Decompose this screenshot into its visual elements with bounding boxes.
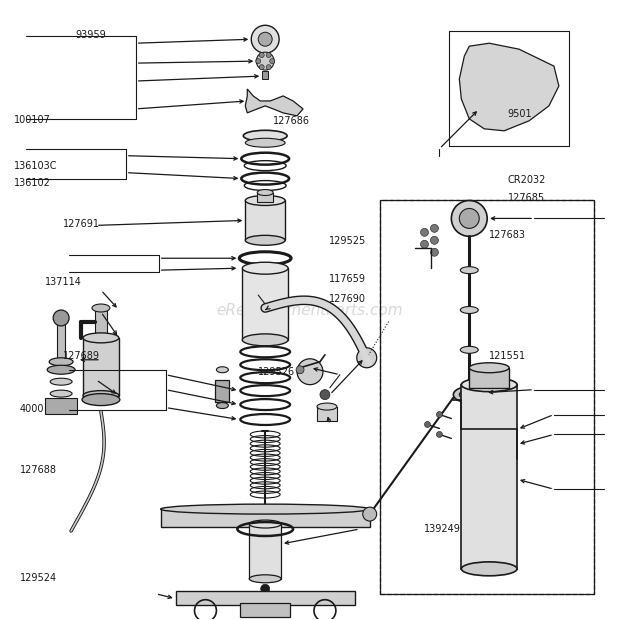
Text: 100107: 100107 [14, 115, 51, 125]
Ellipse shape [242, 262, 288, 274]
Bar [45, 397, 77, 414]
Bar [461, 384, 517, 569]
Circle shape [251, 25, 279, 53]
Bar [262, 71, 268, 79]
Ellipse shape [50, 390, 72, 397]
Bar [469, 368, 509, 388]
Circle shape [494, 71, 524, 101]
Text: 127686: 127686 [273, 115, 310, 125]
Text: 93959: 93959 [76, 30, 106, 40]
Text: 129525: 129525 [329, 236, 366, 246]
Circle shape [266, 64, 271, 69]
Bar [95, 308, 107, 336]
Circle shape [255, 59, 261, 64]
Circle shape [261, 584, 270, 593]
Text: 127691: 127691 [63, 219, 100, 229]
Text: CR2032: CR2032 [508, 175, 546, 185]
Text: 136103C: 136103C [14, 161, 57, 171]
Text: 127689: 127689 [63, 352, 100, 361]
Ellipse shape [317, 403, 337, 410]
Ellipse shape [249, 575, 281, 583]
Circle shape [430, 236, 438, 244]
Bar [242, 268, 288, 340]
Ellipse shape [460, 306, 478, 314]
Circle shape [53, 310, 69, 326]
Bar [161, 509, 370, 527]
Text: 136102: 136102 [14, 179, 51, 188]
Bar [257, 193, 273, 203]
Circle shape [436, 432, 443, 438]
Ellipse shape [246, 138, 285, 147]
Text: 137114: 137114 [45, 277, 81, 287]
Bar [317, 407, 337, 420]
Circle shape [356, 348, 377, 368]
Circle shape [320, 389, 330, 400]
Ellipse shape [47, 365, 75, 374]
Ellipse shape [246, 236, 285, 246]
Ellipse shape [246, 195, 285, 205]
Circle shape [451, 200, 487, 236]
Circle shape [296, 366, 304, 374]
Text: 117659: 117659 [329, 274, 366, 284]
Ellipse shape [459, 389, 479, 400]
Text: 9501: 9501 [508, 108, 532, 118]
Text: 4000: 4000 [20, 404, 45, 414]
Bar [175, 591, 355, 604]
Bar [241, 603, 290, 617]
Circle shape [436, 412, 443, 417]
Ellipse shape [50, 378, 72, 385]
Ellipse shape [461, 562, 517, 576]
Ellipse shape [460, 347, 478, 353]
Ellipse shape [216, 402, 228, 409]
Ellipse shape [83, 333, 119, 343]
Ellipse shape [460, 267, 478, 273]
Bar [379, 200, 594, 594]
Circle shape [259, 64, 264, 69]
Circle shape [256, 52, 274, 70]
Circle shape [425, 422, 430, 427]
Circle shape [266, 53, 271, 58]
Bar [83, 338, 119, 396]
Text: 127688: 127688 [20, 466, 57, 476]
Circle shape [259, 32, 272, 46]
Text: 127683: 127683 [489, 229, 526, 240]
Polygon shape [459, 43, 559, 131]
Ellipse shape [216, 367, 228, 373]
Text: 127690: 127690 [329, 294, 366, 304]
Circle shape [459, 208, 479, 228]
Polygon shape [246, 89, 303, 116]
Circle shape [430, 248, 438, 256]
Text: 121551: 121551 [489, 352, 526, 361]
Bar [215, 379, 229, 402]
Ellipse shape [469, 363, 509, 373]
Ellipse shape [257, 190, 273, 195]
Text: 139249: 139249 [424, 524, 461, 534]
Circle shape [259, 53, 264, 58]
Ellipse shape [92, 304, 110, 312]
Circle shape [297, 359, 323, 384]
Bar [246, 200, 285, 241]
Text: 127685: 127685 [508, 193, 544, 203]
Bar [379, 200, 594, 594]
Ellipse shape [82, 394, 120, 405]
Text: 129524: 129524 [20, 574, 57, 583]
Ellipse shape [453, 387, 485, 402]
Ellipse shape [161, 504, 370, 514]
Circle shape [420, 241, 428, 248]
Ellipse shape [461, 378, 517, 392]
Ellipse shape [49, 358, 73, 366]
Circle shape [420, 228, 428, 236]
Ellipse shape [249, 520, 281, 528]
Circle shape [363, 507, 377, 521]
Text: 129526: 129526 [257, 366, 294, 377]
Circle shape [270, 59, 275, 64]
Bar [249, 524, 281, 579]
Ellipse shape [83, 391, 119, 401]
Ellipse shape [242, 334, 288, 346]
Text: eReplacementParts.com: eReplacementParts.com [216, 303, 404, 317]
Ellipse shape [243, 130, 287, 141]
Bar [57, 320, 65, 361]
Circle shape [430, 224, 438, 232]
